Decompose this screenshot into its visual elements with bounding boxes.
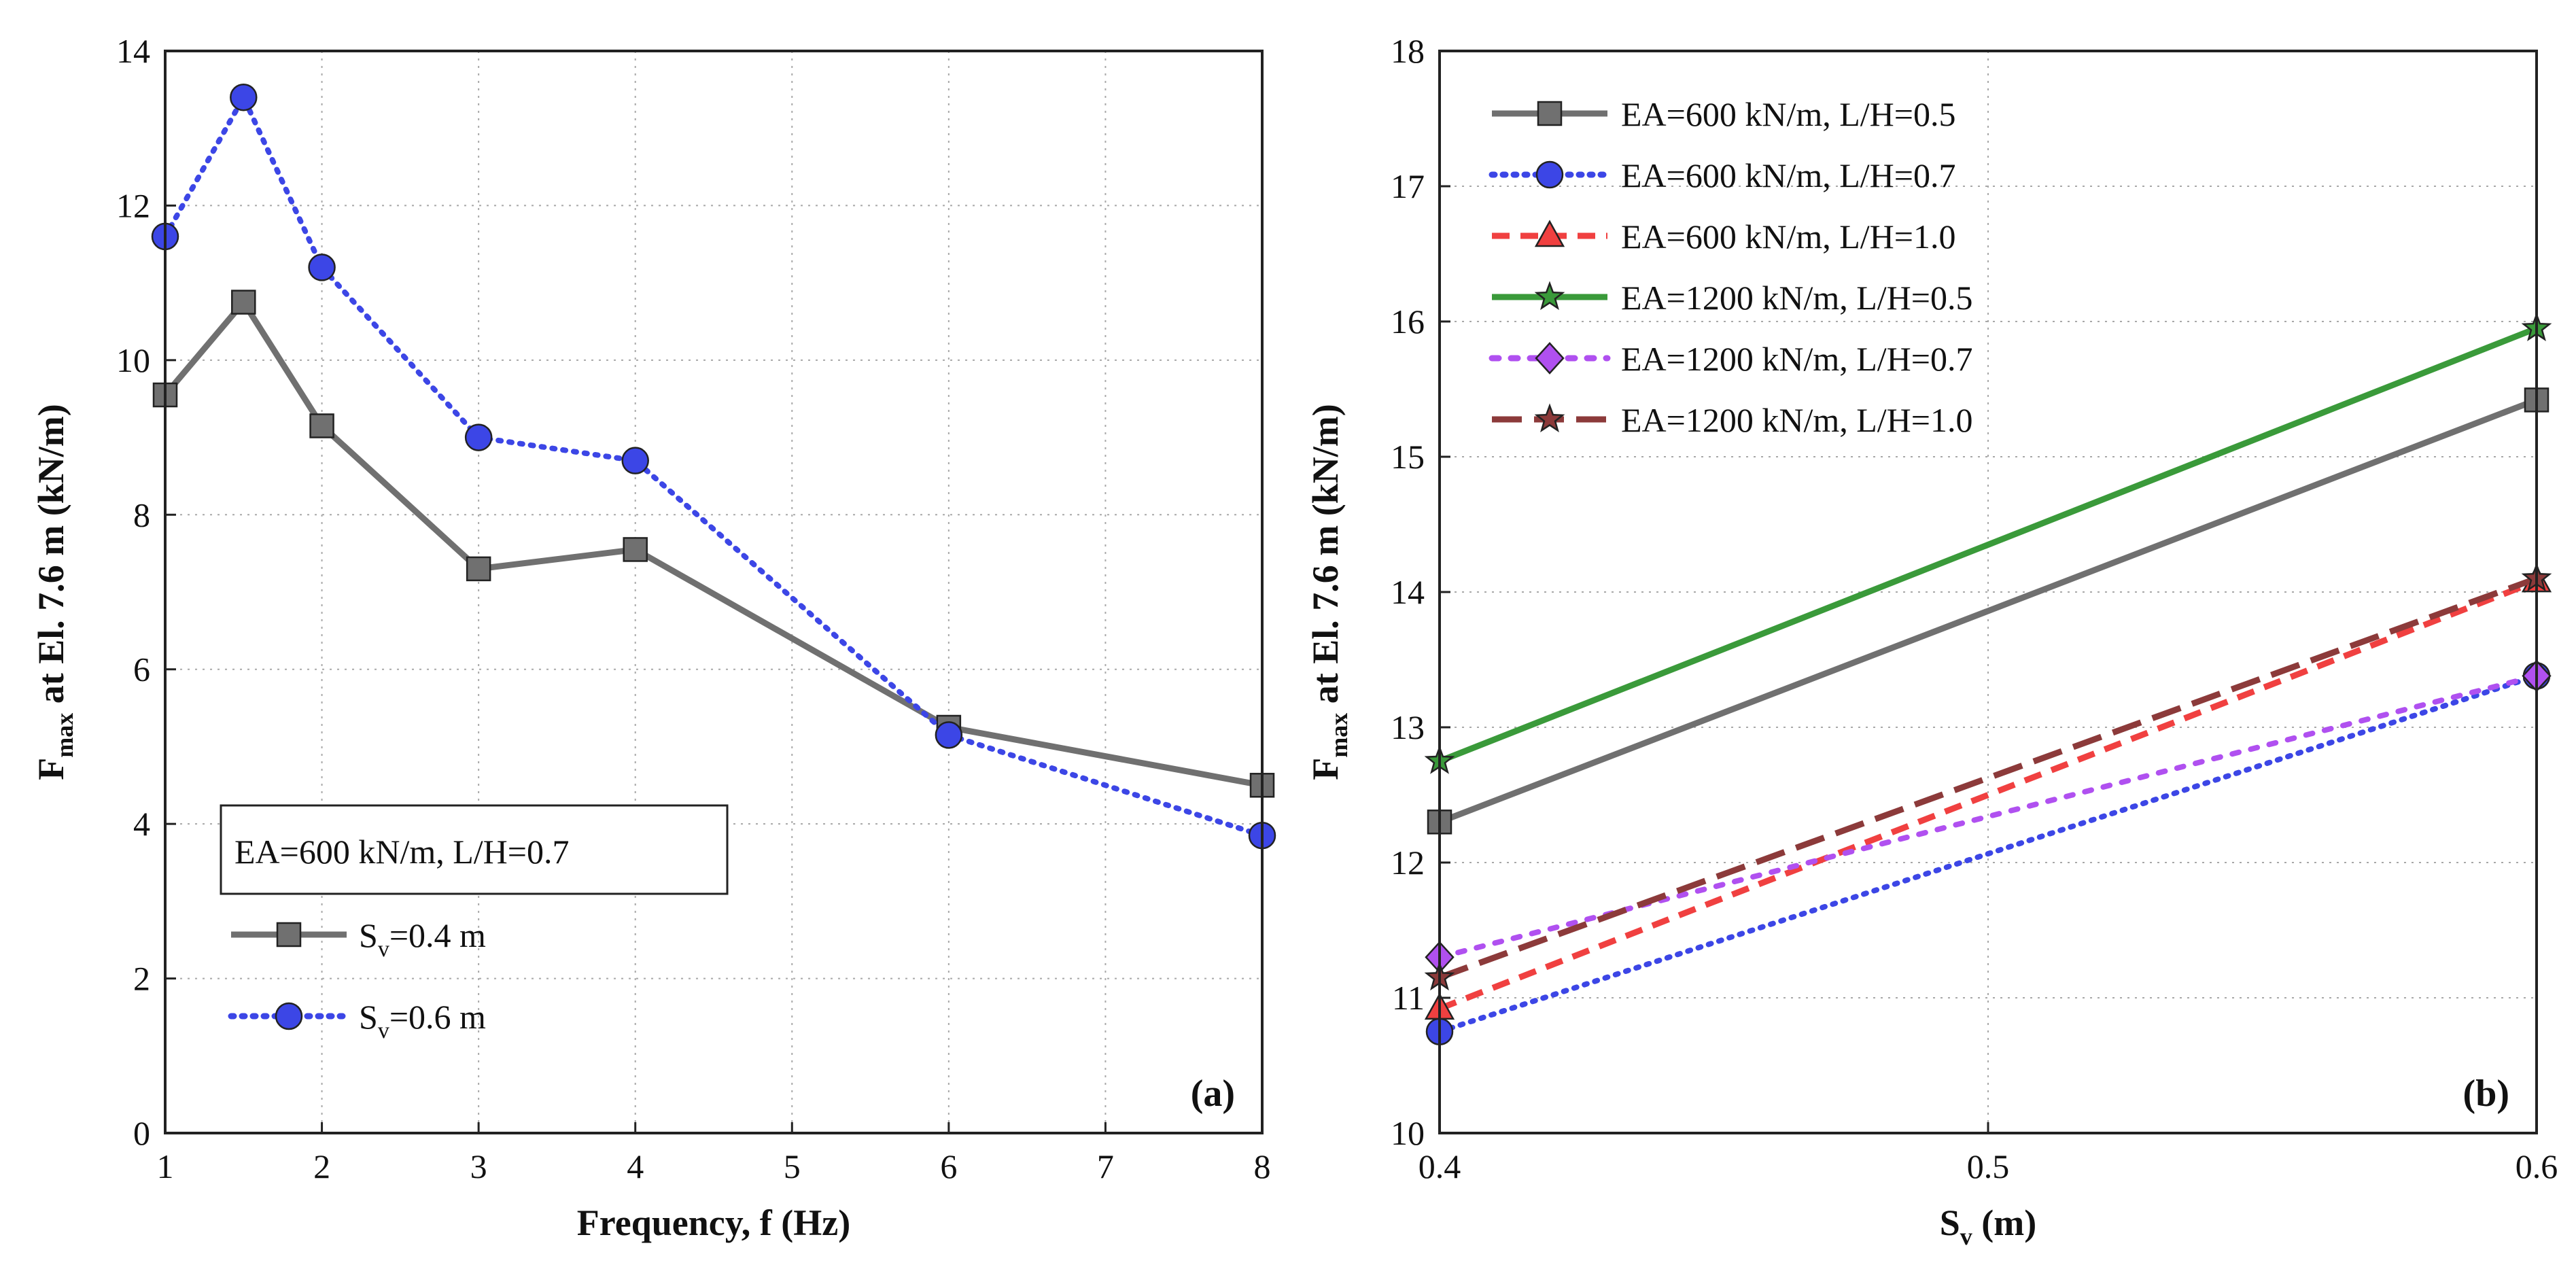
series-0-point-2 bbox=[309, 413, 334, 438]
x-tick-label-0: 0.4 bbox=[1418, 1147, 1461, 1185]
x-tick-label-4: 5 bbox=[784, 1147, 801, 1185]
series-1-point-1 bbox=[230, 83, 258, 111]
legend-a-label-0-main: S bbox=[359, 916, 378, 954]
series-1-point-3 bbox=[464, 423, 493, 451]
legend-marker-2 bbox=[1534, 220, 1565, 247]
y-tick-label-5: 15 bbox=[1391, 438, 1425, 476]
y-axis-title-sub: max bbox=[1325, 713, 1353, 758]
y-tick-label-3: 13 bbox=[1391, 708, 1425, 746]
y-axis-title: Fmax at El. 7.6 m (kN/m) bbox=[31, 404, 78, 780]
legend-marker-5 bbox=[1534, 403, 1565, 433]
x-axis-title-rest: (m) bbox=[1972, 1202, 2036, 1243]
x-tick-label-1: 0.5 bbox=[1967, 1147, 2010, 1185]
series-line-0 bbox=[162, 299, 1263, 788]
legend-a-label-1-rest: =0.6 m bbox=[389, 998, 486, 1036]
legend-marker-1 bbox=[275, 1002, 303, 1030]
y-axis-title-rest: at El. 7.6 m (kN/m) bbox=[31, 404, 71, 712]
annotation-frame bbox=[220, 804, 729, 895]
x-tick-label-5: 6 bbox=[940, 1147, 957, 1185]
annotation-text: EA=600 kN/m, L/H=0.7 bbox=[234, 833, 569, 871]
x-axis-title: Frequency, f (Hz) bbox=[577, 1202, 850, 1243]
x-axis-title-main: S bbox=[1940, 1202, 1960, 1243]
y-tick-label-4: 8 bbox=[133, 496, 150, 534]
panel-label: (b) bbox=[2463, 1073, 2509, 1115]
y-tick-label-2: 4 bbox=[133, 805, 150, 843]
series-line-5 bbox=[1438, 575, 2538, 981]
legend-b-label-2: EA=600 kN/m, L/H=1.0 bbox=[1621, 218, 1955, 256]
panel-label: (a) bbox=[1191, 1073, 1235, 1115]
y-tick-label-3: 6 bbox=[133, 650, 150, 689]
series-0-point-3 bbox=[466, 556, 491, 582]
x-tick-label-7: 8 bbox=[1254, 1147, 1271, 1185]
legend-marker-0 bbox=[1537, 101, 1563, 126]
y-axis-title-sub: max bbox=[51, 713, 78, 758]
y-tick-label-1: 11 bbox=[1392, 979, 1425, 1017]
legend-a-label-0-sub: v bbox=[378, 937, 389, 962]
y-axis-title-main: F bbox=[31, 758, 71, 780]
y-axis-title: Fmax at El. 7.6 m (kN/m) bbox=[1305, 404, 1353, 780]
series-1-point-5 bbox=[935, 721, 963, 749]
y-tick-label-0: 10 bbox=[1391, 1114, 1425, 1152]
y-tick-label-1: 2 bbox=[133, 960, 150, 998]
legend-a-label-1: Sv=0.6 m bbox=[359, 998, 486, 1043]
series-1-point-2 bbox=[308, 254, 336, 281]
legend-b-label-0: EA=600 kN/m, L/H=0.5 bbox=[1621, 95, 1955, 133]
legend-b: EA=600 kN/m, L/H=0.5 EA=600 kN/m, L/H=0.7… bbox=[1489, 95, 1972, 439]
x-tick-label-1: 2 bbox=[313, 1147, 330, 1185]
y-tick-label-7: 14 bbox=[116, 32, 150, 70]
y-axis-title-main: F bbox=[1305, 758, 1346, 780]
y-tick-label-0: 0 bbox=[133, 1114, 150, 1152]
legend-b-label-4: EA=1200 kN/m, L/H=0.7 bbox=[1621, 340, 1972, 378]
legend-b-label-3: EA=1200 kN/m, L/H=0.5 bbox=[1621, 279, 1972, 317]
x-tick-label-2: 0.6 bbox=[2516, 1147, 2558, 1185]
legend-a-label-0: Sv=0.4 m bbox=[359, 916, 486, 962]
y-tick-label-8: 18 bbox=[1391, 32, 1425, 70]
x-tick-label-6: 7 bbox=[1097, 1147, 1114, 1185]
x-tick-label-2: 3 bbox=[470, 1147, 487, 1185]
x-tick-label-3: 4 bbox=[627, 1147, 644, 1185]
series-1-point-4 bbox=[621, 447, 649, 474]
legend-marker-3 bbox=[1534, 281, 1565, 311]
series-line-1 bbox=[1437, 673, 2539, 1035]
y-tick-label-4: 14 bbox=[1391, 573, 1425, 611]
legend-a-label-1-sub: v bbox=[378, 1018, 389, 1043]
annotation-box: EA=600 kN/m, L/H=0.7 bbox=[220, 804, 729, 895]
series-line-2 bbox=[1438, 578, 2538, 1012]
legend-marker-0 bbox=[276, 922, 302, 948]
y-tick-label-5: 10 bbox=[116, 341, 150, 379]
series-0-point-1 bbox=[231, 290, 256, 315]
panel-b-chart: 0.4 0.5 0.6 10 11 12 13 14 15 16 17 18 Sv (m) Fmax at… bbox=[1305, 32, 2558, 1250]
x-axis-title-sub: v bbox=[1960, 1223, 1972, 1250]
legend-b-label-5: EA=1200 kN/m, L/H=1.0 bbox=[1621, 401, 1972, 439]
y-tick-label-2: 12 bbox=[1391, 844, 1425, 882]
y-axis-title-rest: at El. 7.6 m (kN/m) bbox=[1305, 404, 1346, 712]
x-axis-title: Sv (m) bbox=[1940, 1202, 2037, 1250]
y-tick-label-6: 12 bbox=[116, 186, 150, 224]
series-line-1 bbox=[162, 94, 1265, 839]
legend-b-label-1: EA=600 kN/m, L/H=0.7 bbox=[1621, 156, 1955, 194]
y-tick-label-7: 17 bbox=[1391, 167, 1425, 205]
series-0-point-4 bbox=[623, 537, 648, 562]
legend-marker-4 bbox=[1535, 342, 1565, 375]
plot-frame bbox=[1438, 50, 2538, 1134]
legend-a-label-1-main: S bbox=[359, 998, 378, 1036]
series-line-3 bbox=[1438, 325, 2538, 764]
plot-frame bbox=[164, 50, 1264, 1134]
x-tick-label-0: 1 bbox=[157, 1147, 174, 1185]
legend-a-label-0-rest: =0.4 m bbox=[389, 916, 486, 954]
legend-marker-1 bbox=[1535, 160, 1564, 189]
legend-a: Sv=0.4 mSv=0.6 m bbox=[228, 916, 486, 1043]
y-tick-label-6: 16 bbox=[1391, 302, 1425, 341]
series-line-0 bbox=[1438, 397, 2538, 825]
